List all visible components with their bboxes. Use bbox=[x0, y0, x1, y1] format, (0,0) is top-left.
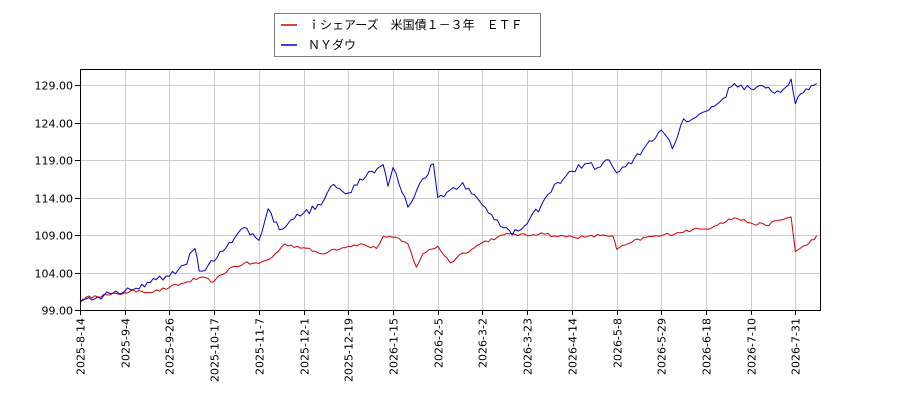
x-tick-label: 2026-5-8 bbox=[612, 318, 625, 368]
x-tick-label: 2025-12-1 bbox=[299, 318, 312, 375]
x-tick-label: 2026-7-10 bbox=[746, 318, 759, 375]
x-tick-label: 2025-12-19 bbox=[343, 318, 356, 382]
x-tick-label: 2026-2-5 bbox=[433, 318, 446, 368]
y-tick-label: 119.00 bbox=[35, 155, 74, 168]
legend-label-nydow: ＮＹダウ bbox=[308, 37, 356, 52]
x-tick-label: 2026-6-18 bbox=[701, 318, 714, 375]
x-tick-label: 2026-3-23 bbox=[522, 318, 535, 375]
x-tick-label: 2026-5-29 bbox=[656, 318, 669, 375]
legend-box bbox=[274, 13, 541, 57]
y-axis: 99.00 104.00 109.00 114.00 119.00 124.00 129.0… bbox=[35, 80, 80, 318]
x-tick-label: 2025-10-17 bbox=[209, 318, 222, 382]
y-tick-label: 99.00 bbox=[42, 305, 74, 318]
y-tick-label: 114.00 bbox=[35, 193, 74, 206]
x-tick-label: 2025-9-4 bbox=[120, 318, 133, 368]
x-tick-label: 2026-3-2 bbox=[477, 318, 490, 368]
y-tick-label: 109.00 bbox=[35, 230, 74, 243]
x-tick-label: 2026-7-31 bbox=[790, 318, 803, 375]
x-tick-label: 2025-9-26 bbox=[164, 318, 177, 375]
x-tick-label: 2026-1-15 bbox=[388, 318, 401, 375]
grid-lines bbox=[80, 70, 820, 311]
plot-frame bbox=[80, 69, 821, 311]
series-lines bbox=[79, 78, 818, 303]
x-tick-label: 2025-8-14 bbox=[75, 318, 88, 375]
legend: ｉシェアーズ 米国債１－３年 ＥＴＦ ＮＹダウ bbox=[274, 13, 541, 57]
legend-label-etf: ｉシェアーズ 米国債１－３年 ＥＴＦ bbox=[308, 17, 523, 32]
series-line-nydow bbox=[79, 78, 817, 303]
y-tick-label: 104.00 bbox=[35, 268, 74, 281]
y-tick-label: 129.00 bbox=[35, 80, 74, 93]
x-tick-label: 2025-11-7 bbox=[254, 318, 267, 375]
x-axis: 2025-8-14 2025-9-4 2025-9-26 2025-10-17 2025… bbox=[75, 310, 803, 382]
x-tick-label: 2026-4-14 bbox=[567, 318, 580, 375]
series-line-etf bbox=[79, 216, 818, 302]
y-tick-label: 124.00 bbox=[35, 118, 74, 131]
